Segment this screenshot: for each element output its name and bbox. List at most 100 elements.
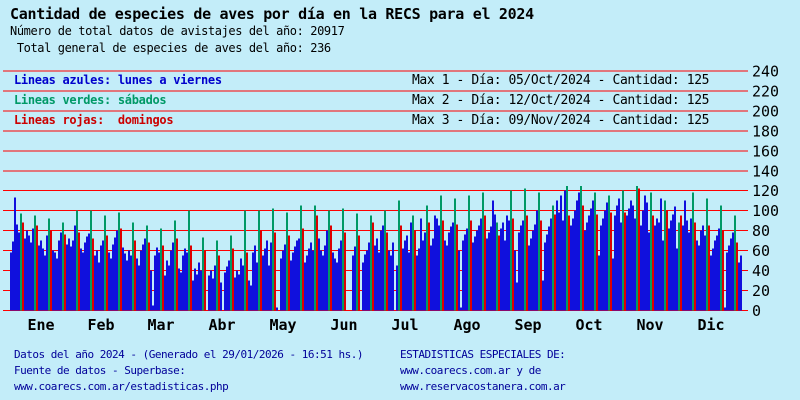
chart-bar [498, 235, 500, 311]
legend-max-1: Max 1 - Día: 05/Oct/2024 - Cantidad: 125 [412, 73, 710, 88]
chart-bar [410, 222, 412, 311]
chart-bar [720, 205, 722, 311]
footer-url-reservacostanera: www.reservacostanera.com.ar [400, 380, 566, 393]
subtitle-total-species: Total general de especies de aves del añ… [10, 41, 331, 55]
month-label: Dic [697, 316, 724, 334]
chart-bar [114, 237, 116, 311]
chart-bar [620, 222, 622, 311]
chart-bar [386, 232, 388, 311]
chart-bar [52, 250, 54, 311]
chart-bar [430, 245, 432, 311]
chart-bar [606, 202, 608, 311]
chart-bar [180, 272, 182, 311]
chart-bar [164, 275, 166, 311]
chart-bar [504, 240, 506, 311]
chart-bar [642, 210, 644, 311]
chart-bar [204, 250, 206, 311]
chart-bar [546, 234, 548, 311]
chart-bar [44, 255, 46, 311]
chart-bar [508, 220, 510, 311]
chart-bar [212, 278, 214, 311]
chart-bar [588, 215, 590, 311]
chart-bar [514, 250, 516, 311]
chart-bar [302, 228, 304, 311]
chart-bar [68, 238, 70, 311]
svg-text:80: 80 [752, 222, 770, 240]
svg-text:240: 240 [752, 62, 779, 80]
chart-bar [464, 234, 466, 311]
chart-bar [96, 250, 98, 311]
bars [10, 185, 742, 311]
chart-bar [174, 220, 176, 311]
footer-generated-note: Datos del año 2024 - (Generado el 29/01/… [14, 348, 364, 361]
chart-bar [548, 226, 550, 311]
chart-bar [584, 230, 586, 311]
chart-bar [320, 250, 322, 311]
chart-bar [308, 248, 310, 311]
chart-bar [556, 200, 558, 311]
chart-bar [300, 205, 302, 311]
chart-bar [462, 240, 464, 311]
chart-bar [242, 265, 244, 311]
chart-bar [658, 222, 660, 311]
chart-bar [644, 195, 646, 311]
chart-bar [38, 245, 40, 311]
chart-bar [442, 220, 444, 311]
chart-bar [378, 252, 380, 311]
chart-bar [434, 215, 436, 311]
y-tick-labels: 0 20 40 60 80 100 120 140 160 180 200 220 240 [752, 62, 779, 320]
chart-bar [432, 238, 434, 311]
chart-bar [626, 215, 628, 311]
chart-bar [322, 255, 324, 311]
chart-bar [472, 242, 474, 311]
chart-bar [110, 258, 112, 311]
chart-bar [604, 210, 606, 311]
chart-bar [582, 205, 584, 311]
chart-bar [676, 248, 678, 311]
chart-bar [506, 215, 508, 311]
chart-bar [86, 236, 88, 311]
chart-bar [602, 218, 604, 311]
chart-bar [182, 255, 184, 311]
chart-bar [30, 242, 32, 311]
chart-bar [134, 240, 136, 311]
chart-bar [358, 235, 360, 311]
chart-bar [254, 245, 256, 311]
chart-bar [338, 248, 340, 311]
chart-bar [246, 252, 248, 311]
chart-bar [524, 188, 526, 311]
chart-bar [448, 232, 450, 311]
chart-bar [708, 225, 710, 311]
chart-bar [120, 228, 122, 311]
month-label: Jun [330, 316, 357, 334]
chart-bar [656, 218, 658, 311]
chart-bar [694, 222, 696, 311]
chart-bar [168, 265, 170, 311]
chart-bar [640, 225, 642, 311]
chart-bar [568, 215, 570, 311]
chart-bar [426, 205, 428, 311]
month-label: Abr [208, 316, 235, 334]
chart-bar [98, 262, 100, 311]
month-labels: Ene Feb Mar Abr May Jun Jul Ago Sep Oct Nov Dic [27, 316, 724, 334]
chart-bar [92, 238, 94, 311]
chart-bar [260, 230, 262, 311]
chart-bar [66, 244, 68, 311]
footer-url-coarecs: www.coarecs.com.ar y de [400, 364, 541, 377]
chart-bar [202, 237, 204, 311]
chart-bar [296, 240, 298, 311]
chart-bar [408, 252, 410, 311]
chart-bar [706, 198, 708, 311]
chart-bar [732, 232, 734, 311]
chart-bar [370, 215, 372, 311]
chart-bar [422, 240, 424, 311]
chart-bar [618, 198, 620, 311]
chart-bar [490, 226, 492, 311]
chart-bar [388, 250, 390, 311]
chart-bar [192, 280, 194, 311]
chart-bar [78, 232, 80, 311]
chart-bar [682, 225, 684, 311]
chart-bar [710, 255, 712, 311]
chart-bar [310, 242, 312, 311]
chart-bar [500, 228, 502, 311]
